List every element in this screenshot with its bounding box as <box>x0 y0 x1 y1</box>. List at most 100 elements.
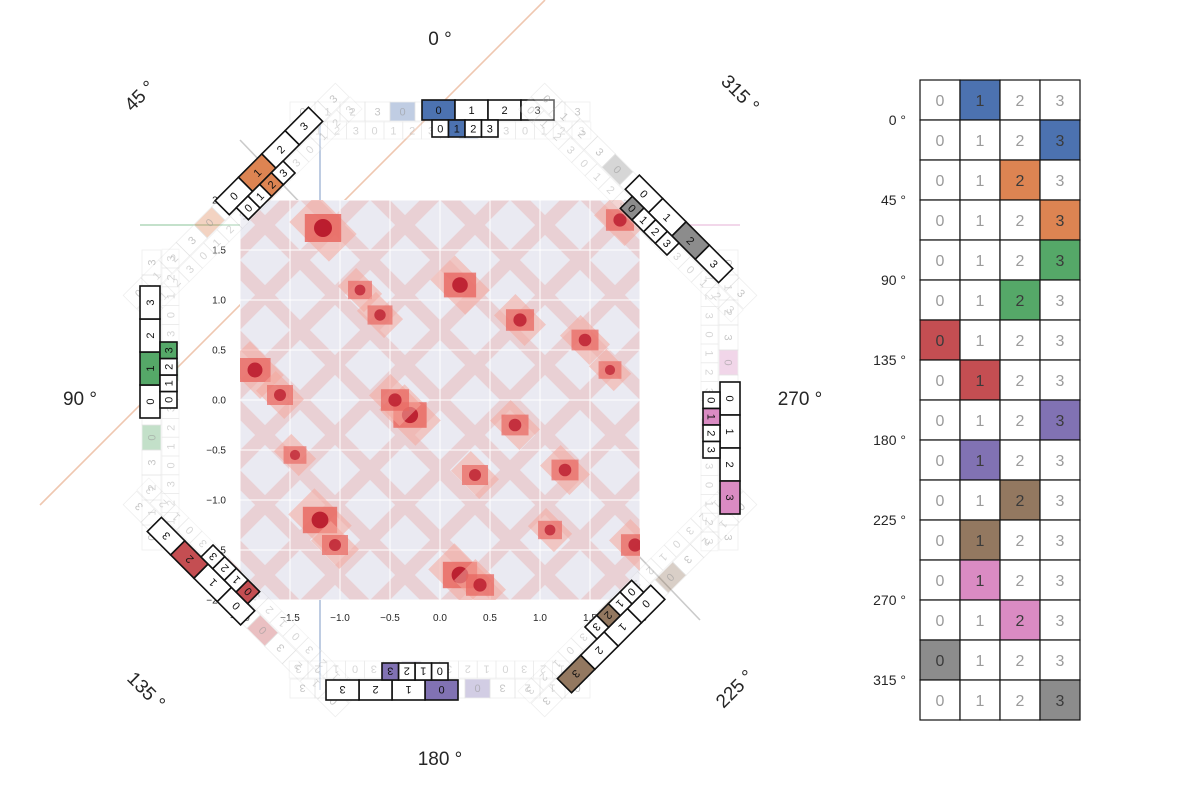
strip-cell <box>162 503 190 531</box>
strip-cell-label: 3 <box>387 665 393 677</box>
strip-cell-label: 0 <box>399 107 405 119</box>
strip-cell-label: 2 <box>703 520 715 526</box>
table-cell-label: 2 <box>1016 573 1025 590</box>
table-cell-label: 2 <box>1016 613 1025 630</box>
strip-cell <box>725 277 758 310</box>
strip-cell <box>517 677 544 704</box>
strip-cell-label: 2 <box>465 663 471 675</box>
strip-cell-label: 3 <box>446 663 452 675</box>
table-cell-label: 2 <box>1016 373 1025 390</box>
strip-cell <box>389 101 416 122</box>
hotspot-core <box>388 393 402 407</box>
table-cell-label: 2 <box>1016 333 1025 350</box>
direction-label: 225 ° <box>712 666 758 712</box>
table-cell-label: 3 <box>1056 693 1065 710</box>
hotspot-core <box>329 539 341 551</box>
strip-cell <box>601 153 634 186</box>
table-cell-label: 1 <box>976 133 985 150</box>
strip-cell <box>539 678 566 699</box>
strip-cell <box>689 526 722 559</box>
strip-cell <box>288 660 309 679</box>
strip-cell-label: 2 <box>524 682 530 694</box>
x-tick-label: 1.0 <box>533 613 547 624</box>
hotspots <box>240 200 640 600</box>
strip-cell <box>480 119 499 138</box>
heat-band <box>440 200 640 400</box>
strip-cell-label: 1 <box>315 126 321 138</box>
strip-cell-label: 1 <box>166 293 178 299</box>
strip-cell-label: 0 <box>705 397 717 403</box>
table-cell-label: 1 <box>976 413 985 430</box>
strip-cell <box>176 255 204 283</box>
heat-band <box>580 540 640 600</box>
strip-cell <box>530 82 563 115</box>
table-cell-label: 2 <box>1016 253 1025 270</box>
strip-cell <box>718 324 739 351</box>
strip-cell <box>149 490 176 518</box>
table-cell-label: 2 <box>1016 173 1025 190</box>
strip-cell <box>141 424 162 451</box>
strip-cell <box>146 516 186 556</box>
table-cell <box>999 119 1041 161</box>
strip-cell <box>672 543 705 576</box>
strip-cell-label: 1 <box>705 414 717 420</box>
table-cell-label: 0 <box>936 613 945 630</box>
strip-cell <box>163 269 190 296</box>
table-cell-label: 2 <box>1016 533 1025 550</box>
hotspot-core <box>274 389 286 401</box>
table-cell-label: 3 <box>1056 93 1065 110</box>
strip-cell <box>719 480 741 515</box>
table-cell <box>999 159 1041 201</box>
table-row-label: 270 ° <box>873 592 906 608</box>
table-cell-label: 0 <box>936 293 945 310</box>
strip-cell <box>700 362 719 383</box>
strip-cell <box>325 679 360 701</box>
strip-cell-label: 0 <box>145 398 157 404</box>
strip-cell <box>161 455 180 476</box>
strip-cell-label: 3 <box>299 682 305 694</box>
strip-cell-label: 2 <box>166 274 178 280</box>
strip-cell-label: 0 <box>164 397 176 403</box>
strip-cell-label: 3 <box>339 683 345 695</box>
y-tick-label: −0.5 <box>206 446 226 457</box>
hotspot-core <box>513 313 527 327</box>
strip-cell-label: 0 <box>723 395 735 401</box>
table-cell <box>1039 279 1081 321</box>
direction-label: 0 ° <box>428 29 451 50</box>
strip-cell <box>161 474 180 494</box>
strip-cell-label: 2 <box>166 500 178 506</box>
strip-cell-label: 3 <box>499 682 505 694</box>
strip-cell <box>364 101 391 122</box>
table-cell-label: 1 <box>976 613 985 630</box>
strip-cell <box>175 224 208 257</box>
strip-cell-label: 3 <box>164 347 176 353</box>
table-cell <box>919 479 961 521</box>
strip-cell <box>317 82 350 115</box>
strip-cell <box>517 96 545 124</box>
table-cell <box>999 639 1041 681</box>
heat-band <box>240 470 370 600</box>
table-cell-label: 3 <box>1056 453 1065 470</box>
table-cell-label: 3 <box>1056 573 1065 590</box>
table-cell <box>919 519 961 561</box>
strip-cell <box>663 531 691 558</box>
strip-cell-label: 3 <box>703 388 715 394</box>
strip-cell <box>690 269 718 297</box>
strip-cell-label: 3 <box>521 663 527 675</box>
strip-cell <box>161 267 180 288</box>
strip-cell <box>216 215 244 243</box>
hotspot-core <box>558 463 572 477</box>
strip-cell-label: 1 <box>420 665 426 677</box>
strip-cell-label: 3 <box>703 538 715 544</box>
strip-cell <box>700 493 719 514</box>
strip-cell <box>707 508 740 541</box>
strip-cell-label: 3 <box>705 447 717 453</box>
table-cell-label: 3 <box>1056 333 1065 350</box>
strip-cell-label: 2 <box>540 663 546 675</box>
